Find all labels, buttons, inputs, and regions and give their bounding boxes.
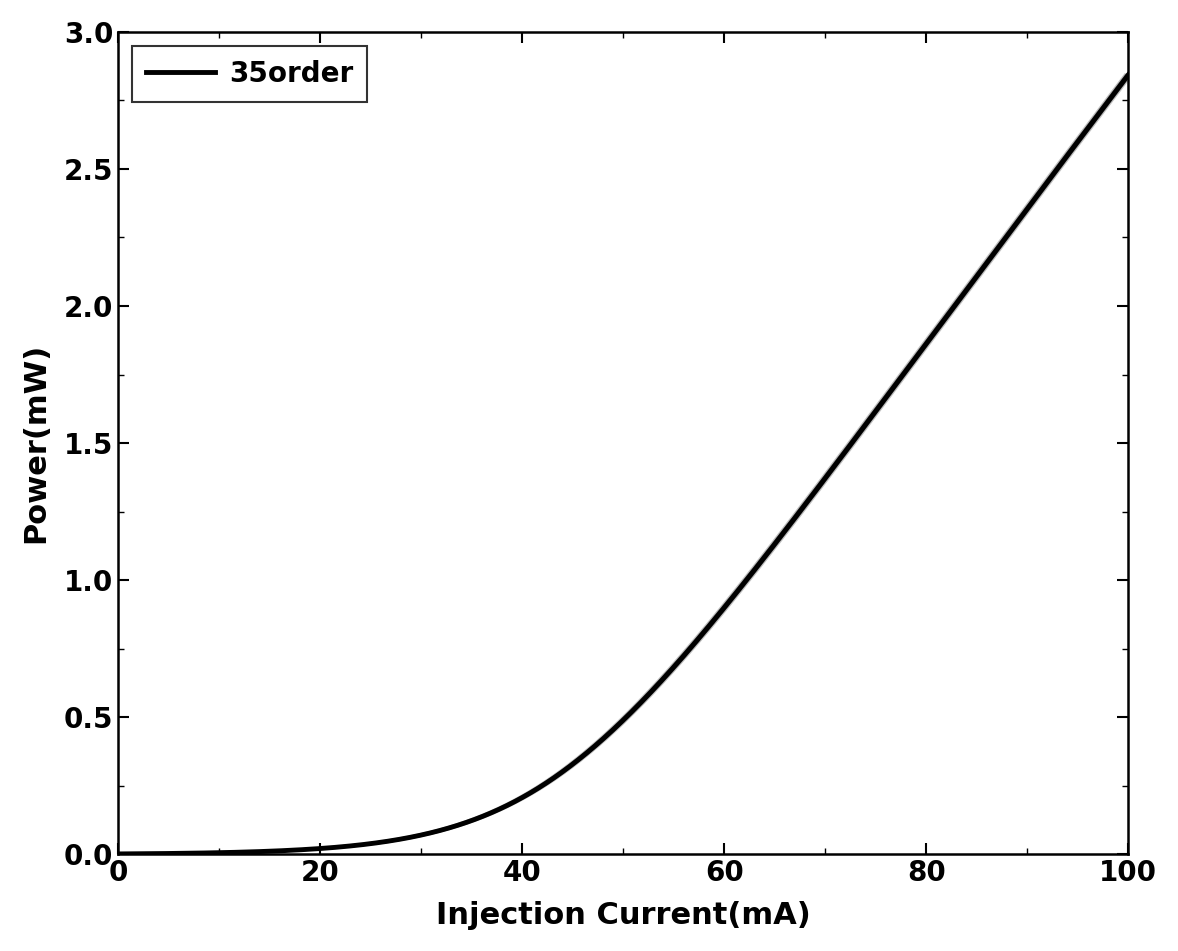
- Y-axis label: Power(mW): Power(mW): [21, 343, 49, 543]
- 35order: [768, 538, 782, 550]
- 35order: [1121, 69, 1136, 81]
- Legend: 35order: 35order: [132, 46, 368, 102]
- 35order: [497, 802, 511, 813]
- 35order: [716, 602, 730, 613]
- X-axis label: Injection Current(mA): Injection Current(mA): [436, 902, 810, 930]
- 35order: [294, 844, 309, 855]
- Line: 35order: 35order: [118, 75, 1129, 854]
- 35order: [865, 411, 879, 422]
- 35order: [111, 848, 125, 860]
- 35order: [941, 308, 955, 320]
